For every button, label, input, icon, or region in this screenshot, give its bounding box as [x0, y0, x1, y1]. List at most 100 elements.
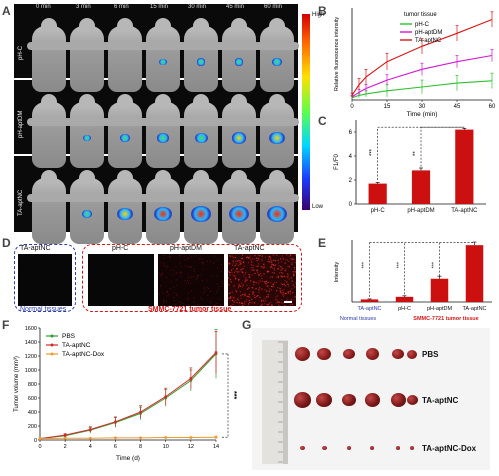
ruler-ticks — [278, 341, 288, 465]
fluorescence-dot — [161, 292, 163, 294]
fluorescence-dot — [290, 255, 292, 257]
fluorescence-dot — [269, 255, 271, 257]
data-point — [63, 436, 67, 440]
fluorescence-dot — [231, 272, 233, 274]
fluorescence-dot — [184, 259, 186, 261]
fluorescence-dot — [283, 292, 285, 294]
fluorescence-dot — [270, 301, 272, 303]
fluorescence-dot — [163, 302, 165, 304]
normal-tissue-label: Normal tissues — [20, 306, 67, 313]
fluorescence-dot — [287, 283, 289, 285]
panel-letter-d: D — [2, 236, 11, 250]
fluorescence-dot — [173, 297, 175, 299]
fluorescence-signal — [120, 134, 130, 142]
data-point — [88, 428, 92, 431]
fluorescence-dot — [257, 273, 260, 275]
fluorescence-dot — [254, 296, 256, 299]
fluorescence-dot — [234, 257, 236, 259]
fluorescence-dot — [248, 274, 250, 276]
fluorescence-dot — [179, 255, 181, 257]
fluorescence-dot — [287, 275, 289, 277]
fluorescence-dot — [236, 301, 238, 304]
data-point — [214, 435, 218, 439]
fluorescence-dot — [163, 262, 165, 264]
time-label: 60 min — [264, 4, 283, 10]
x-tick-label: 2 — [64, 444, 67, 450]
bar — [455, 129, 474, 204]
mouse-image — [27, 170, 71, 244]
fluorescence-dot — [248, 299, 250, 302]
fluorescence-dot — [231, 264, 234, 266]
fluorescence-dot — [180, 266, 182, 268]
fluorescence-dot — [191, 277, 193, 279]
fluorescence-dot — [280, 261, 283, 263]
mouse-image — [217, 170, 261, 244]
significance-mark: *** — [370, 148, 376, 156]
fluorescence-dot — [271, 259, 273, 262]
fluorescence-dot — [273, 269, 276, 271]
mouse-image — [103, 18, 147, 92]
y-tick-label: 1200 — [25, 354, 37, 360]
fluorescence-dot — [235, 277, 237, 279]
chart-f: 0 2 4 6 8 10 12 14 0 200 400 600 800 1000 1200 1400 1600… — [14, 326, 237, 462]
tumor-image-ph-c — [88, 254, 154, 306]
fluorescence-dot — [202, 287, 204, 289]
fluorescence-dot — [269, 261, 271, 263]
fluorescence-dot — [288, 255, 290, 257]
data-point — [139, 410, 142, 414]
fluorescence-dot — [261, 255, 263, 257]
fluorescence-dot — [231, 299, 234, 301]
fluorescence-dot — [277, 268, 279, 270]
fluorescence-signal — [272, 58, 282, 66]
fluorescence-dot — [259, 296, 261, 299]
fluorescence-dot — [265, 280, 267, 283]
fluorescence-dot — [193, 301, 195, 303]
tumor — [293, 392, 311, 408]
tumor-tissue-box — [82, 244, 302, 312]
data-point — [164, 436, 168, 439]
fluorescence-dot — [245, 279, 247, 282]
fluorescence-dot — [239, 302, 241, 304]
fluorescence-dot — [266, 304, 268, 306]
fluorescence-dot — [176, 284, 178, 286]
fluorescence-dot — [286, 259, 289, 261]
fluorescence-dot — [234, 270, 236, 272]
fluorescence-dot — [264, 256, 266, 258]
fluorescence-dot — [260, 265, 262, 268]
fluorescence-dot — [263, 303, 266, 305]
y-tick-label: 0 — [349, 202, 353, 208]
fluorescence-dot — [281, 271, 283, 274]
fluorescence-dot — [282, 290, 284, 292]
time-label: 0 min — [36, 4, 51, 10]
fluorescence-dot — [232, 260, 234, 262]
bar — [360, 299, 379, 302]
y-axis-label: Intensity — [334, 262, 340, 283]
fluorescence-dot — [245, 301, 247, 303]
fluorescence-dot — [288, 266, 290, 268]
fluorescence-dot — [262, 299, 264, 301]
fluorescence-dot — [264, 297, 266, 300]
fluorescence-dot — [294, 296, 296, 298]
data-point — [189, 436, 193, 439]
fluorescence-dot — [266, 285, 268, 287]
fluorescence-dot — [276, 290, 278, 292]
fluorescence-dot — [270, 285, 273, 287]
fluorescence-dot — [249, 296, 251, 298]
fluorescence-dot — [279, 287, 281, 290]
time-label: 6 min — [114, 4, 129, 10]
fluorescence-dot — [261, 303, 263, 305]
fluorescence-dot — [263, 281, 266, 283]
fluorescence-dot — [252, 291, 255, 293]
fluorescence-dot — [240, 269, 242, 271]
fluorescence-dot — [256, 259, 258, 262]
fluorescence-signal — [234, 58, 244, 66]
colorbar-high-label: High — [312, 12, 325, 18]
fluorescence-dot — [213, 261, 215, 263]
image-label: pH-aptDM — [170, 245, 202, 252]
fluorescence-dot — [265, 283, 268, 285]
fluorescence-dot — [281, 294, 284, 296]
fluorescence-dot — [228, 284, 230, 286]
fluorescence-dot — [247, 303, 250, 305]
fluorescence-dot — [286, 254, 288, 256]
fluorescence-dot — [270, 261, 272, 263]
